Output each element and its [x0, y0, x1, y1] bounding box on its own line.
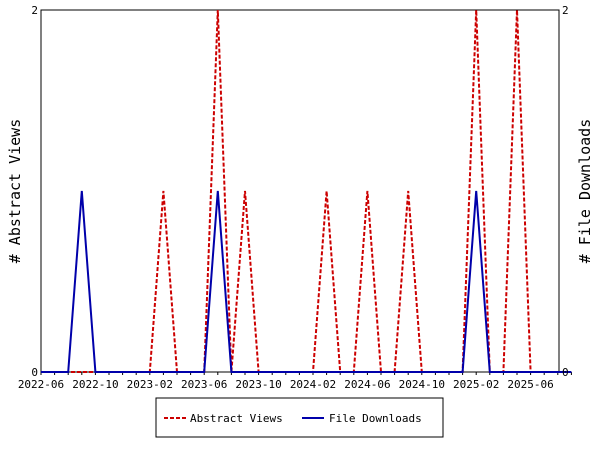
legend-box	[155, 397, 444, 438]
plot-area	[40, 9, 560, 373]
y-tick-label: 2	[31, 4, 38, 17]
y-tick-label: 0	[31, 366, 38, 379]
y2-tick-label: 0	[562, 366, 569, 379]
x-tick-labels: 2022-06 2022-10 2023-02 2023-06 2023-10 2024-…	[18, 378, 554, 391]
x-tick-label: 2024-06	[344, 378, 390, 391]
series-layer	[41, 9, 572, 373]
y2-tick-label: 2	[562, 4, 569, 17]
x-tick-label: 2024-02	[290, 378, 336, 391]
legend: Abstract Views File Downloads	[155, 397, 444, 438]
y-axis-title: # Abstract Views	[6, 119, 24, 264]
x-tick-label: 2025-02	[453, 378, 499, 391]
x-tick-label: 2022-10	[72, 378, 118, 391]
legend-label-abstract-views: Abstract Views	[190, 412, 283, 425]
x-tick-label: 2023-06	[181, 378, 227, 391]
legend-label-file-downloads: File Downloads	[329, 412, 422, 425]
x-tick-label: 2023-02	[127, 378, 173, 391]
x-tick-label: 2023-10	[235, 378, 281, 391]
x-tick-label: 2025-06	[507, 378, 553, 391]
x-tick-label: 2022-06	[18, 378, 64, 391]
x-tick-label: 2024-10	[399, 378, 445, 391]
y2-axis-title: # File Downloads	[576, 119, 594, 264]
series-line-file-downloads	[41, 190, 572, 373]
y-tick-labels: 0 2 0 2	[31, 4, 568, 379]
